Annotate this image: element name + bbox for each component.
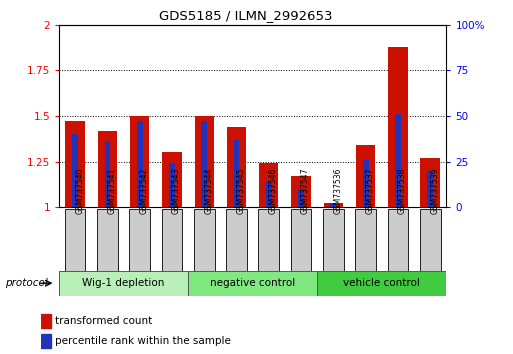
FancyBboxPatch shape bbox=[356, 209, 376, 271]
Bar bbox=[137, 121, 143, 207]
Bar bbox=[259, 163, 279, 207]
FancyBboxPatch shape bbox=[129, 209, 150, 271]
FancyBboxPatch shape bbox=[188, 271, 317, 296]
Text: GSM737543: GSM737543 bbox=[172, 167, 181, 214]
Bar bbox=[266, 182, 272, 207]
Bar bbox=[227, 127, 246, 207]
Bar bbox=[97, 131, 117, 207]
Bar bbox=[169, 163, 175, 207]
Text: transformed count: transformed count bbox=[55, 316, 152, 326]
FancyBboxPatch shape bbox=[226, 209, 247, 271]
Text: Wig-1 depletion: Wig-1 depletion bbox=[83, 278, 165, 288]
Text: GSM737540: GSM737540 bbox=[75, 167, 84, 214]
Text: GSM737536: GSM737536 bbox=[333, 167, 342, 214]
Text: GSM737537: GSM737537 bbox=[366, 167, 374, 214]
Bar bbox=[388, 47, 407, 207]
FancyBboxPatch shape bbox=[291, 209, 311, 271]
Text: GSM737545: GSM737545 bbox=[236, 167, 246, 214]
Text: negative control: negative control bbox=[210, 278, 295, 288]
Text: GSM737546: GSM737546 bbox=[269, 167, 278, 214]
Bar bbox=[130, 116, 149, 207]
Text: protocol: protocol bbox=[5, 278, 48, 288]
Bar bbox=[194, 116, 214, 207]
FancyBboxPatch shape bbox=[387, 209, 408, 271]
Bar bbox=[72, 134, 78, 207]
Text: percentile rank within the sample: percentile rank within the sample bbox=[55, 336, 231, 346]
FancyBboxPatch shape bbox=[194, 209, 214, 271]
FancyBboxPatch shape bbox=[59, 271, 188, 296]
Bar bbox=[201, 121, 207, 207]
Bar bbox=[66, 121, 85, 207]
Bar bbox=[356, 145, 376, 207]
Bar bbox=[41, 334, 51, 348]
Bar bbox=[363, 160, 368, 207]
Bar bbox=[233, 139, 240, 207]
Bar bbox=[291, 176, 311, 207]
FancyBboxPatch shape bbox=[323, 209, 344, 271]
Text: GDS5185 / ILMN_2992653: GDS5185 / ILMN_2992653 bbox=[160, 9, 333, 22]
Bar bbox=[330, 204, 336, 207]
Bar bbox=[427, 171, 433, 207]
Text: GSM737544: GSM737544 bbox=[204, 167, 213, 214]
Text: GSM737542: GSM737542 bbox=[140, 167, 149, 214]
Text: vehicle control: vehicle control bbox=[343, 278, 420, 288]
Bar bbox=[421, 158, 440, 207]
Text: GSM737538: GSM737538 bbox=[398, 167, 407, 214]
Text: GSM737541: GSM737541 bbox=[107, 167, 116, 214]
Bar bbox=[105, 142, 110, 207]
Bar bbox=[41, 314, 51, 328]
FancyBboxPatch shape bbox=[259, 209, 279, 271]
Text: GSM737547: GSM737547 bbox=[301, 167, 310, 214]
FancyBboxPatch shape bbox=[420, 209, 441, 271]
FancyBboxPatch shape bbox=[317, 271, 446, 296]
FancyBboxPatch shape bbox=[97, 209, 118, 271]
FancyBboxPatch shape bbox=[162, 209, 182, 271]
FancyBboxPatch shape bbox=[65, 209, 86, 271]
Text: GSM737539: GSM737539 bbox=[430, 167, 439, 214]
Bar bbox=[162, 152, 182, 207]
Bar bbox=[298, 189, 304, 207]
Bar bbox=[324, 204, 343, 207]
Bar bbox=[395, 114, 401, 207]
